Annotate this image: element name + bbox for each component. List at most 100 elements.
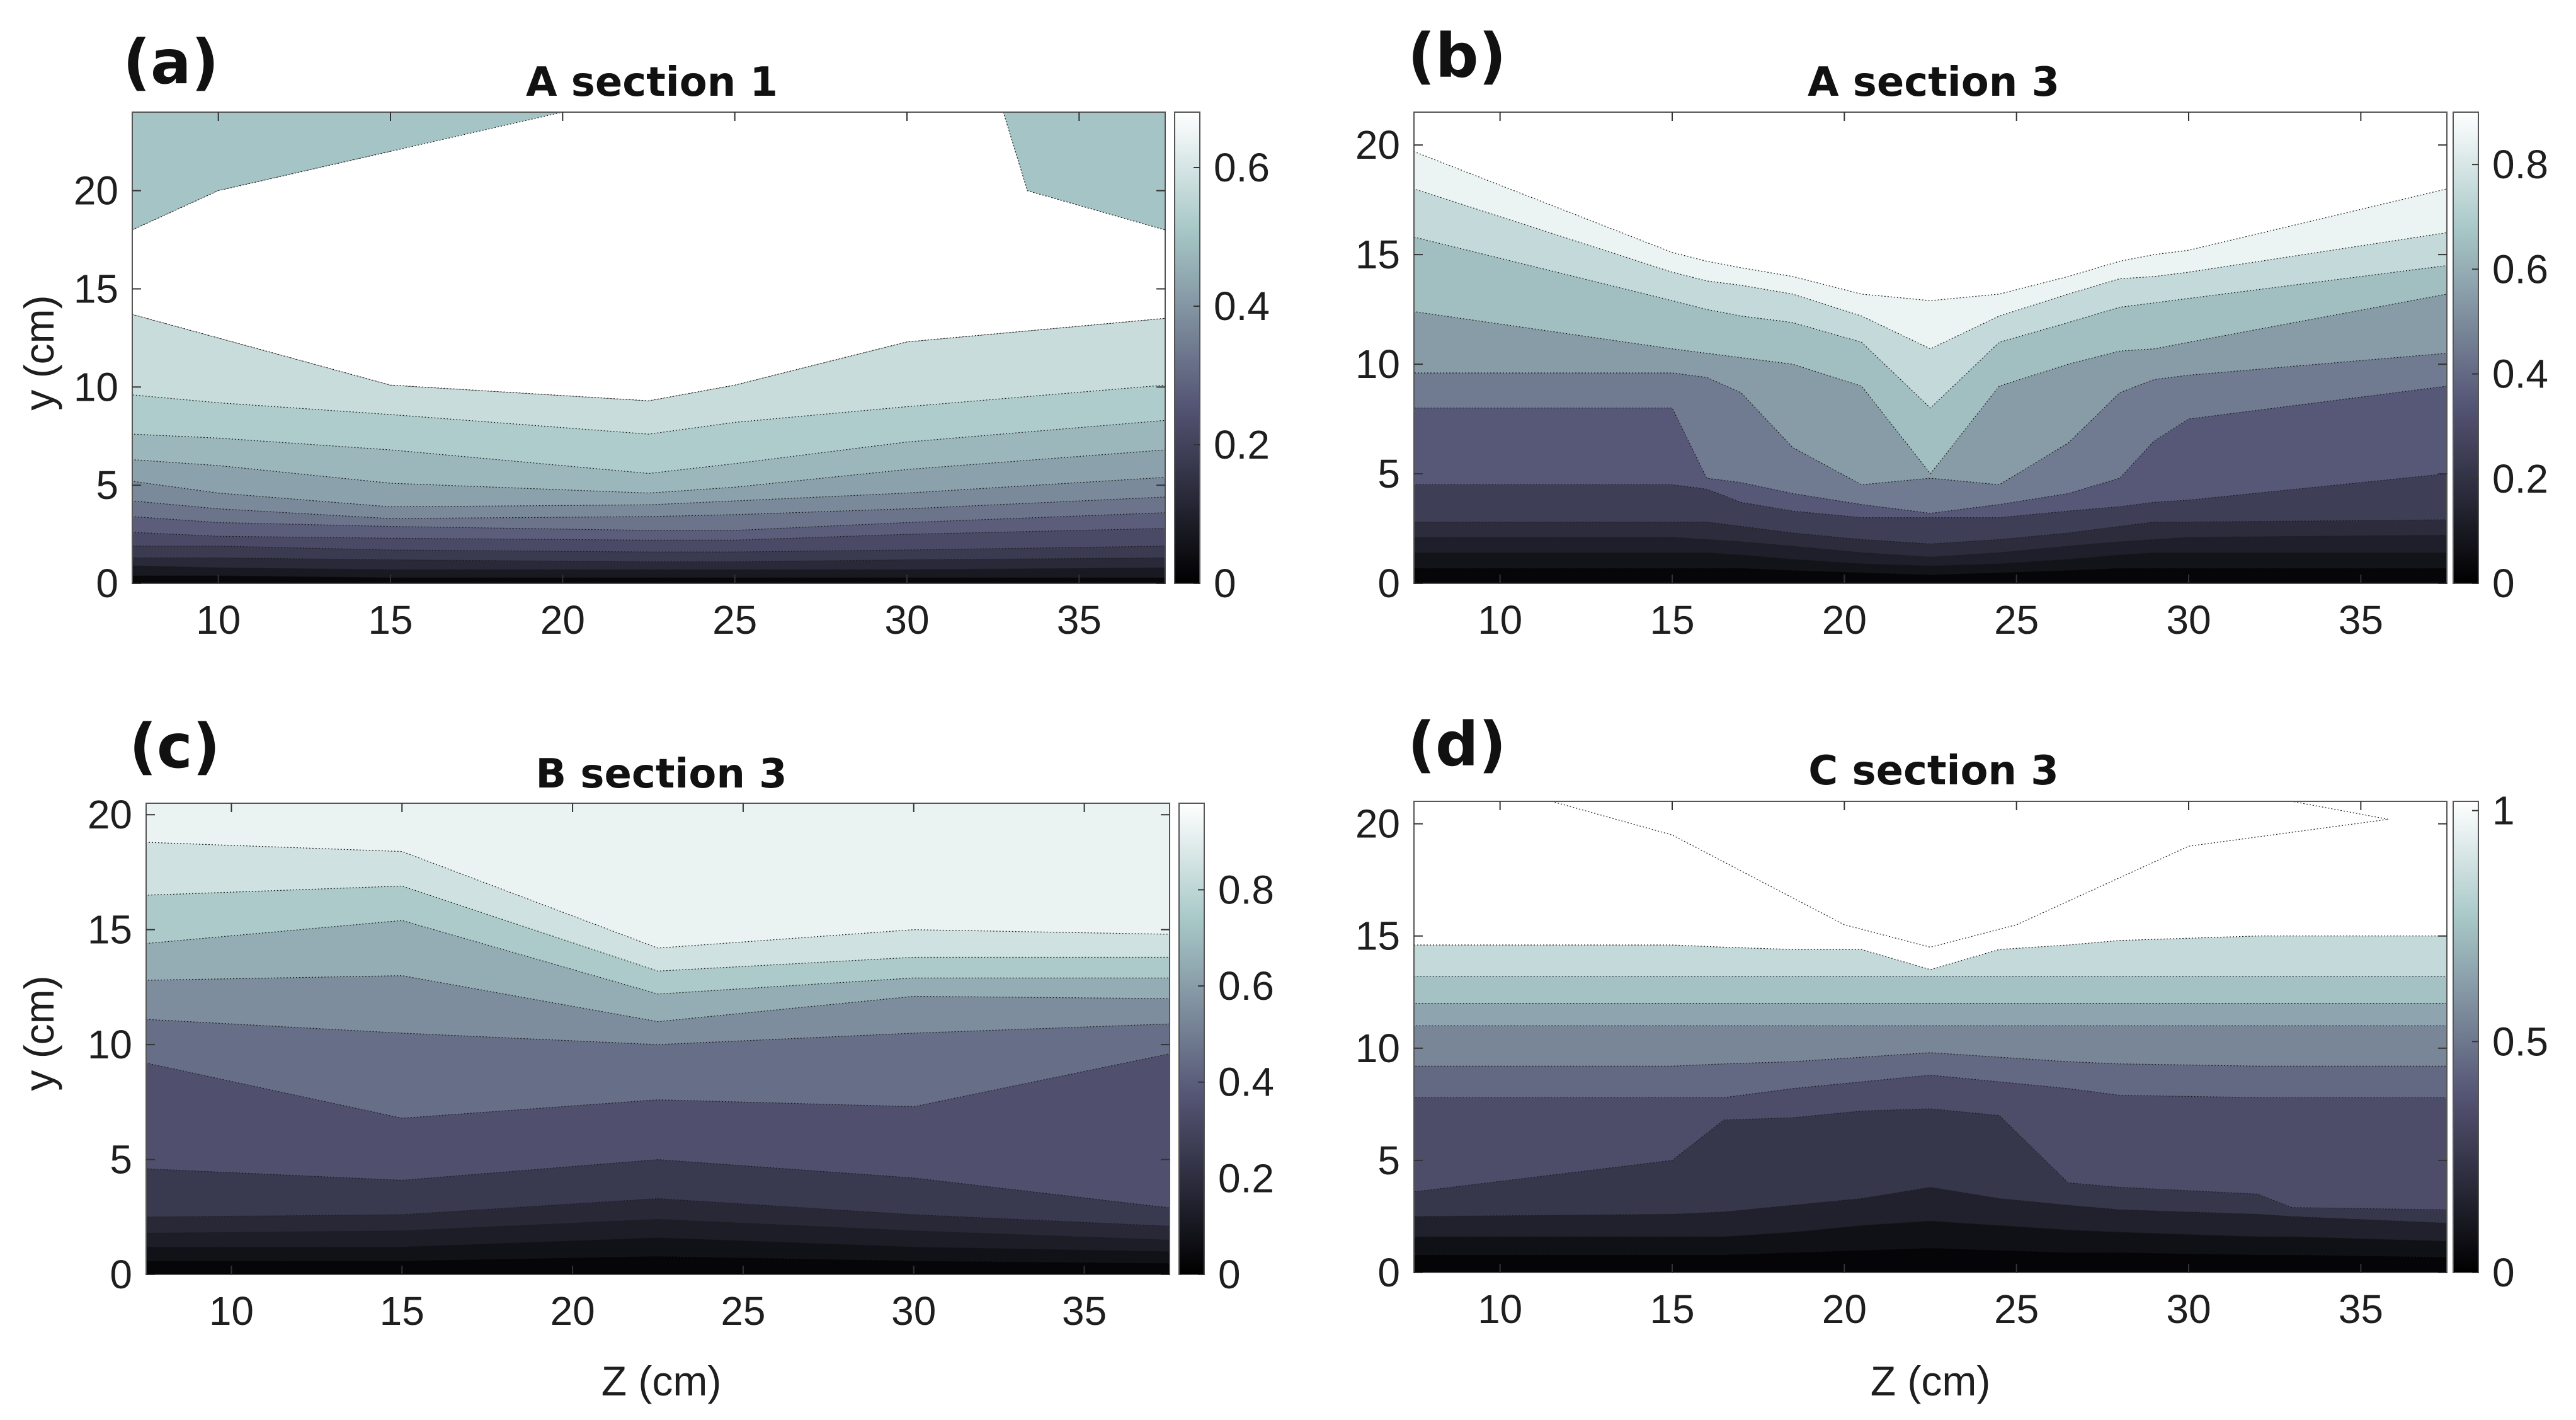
y-tick-label: 0 (1377, 561, 1400, 606)
x-tick-label: 20 (1822, 1286, 1867, 1332)
colorbar-tick-label: 0.6 (1218, 963, 1274, 1009)
y-tick-label: 15 (74, 266, 118, 312)
colorbar-tick-label: 0.2 (1218, 1155, 1274, 1201)
contour-band-top-right (1003, 112, 1165, 231)
panel-c-title: B section 3 (535, 751, 787, 798)
panel-a-colorbar: 0 0.2 0.4 0.6 (1174, 112, 1270, 606)
colorbar-tick-label: 0.6 (1214, 145, 1270, 190)
x-tick-label: 35 (1057, 597, 1102, 643)
colorbar-tick-label: 0.8 (2492, 142, 2548, 187)
panel-d-axes: 10 15 20 25 30 35 0 5 10 15 20 (1355, 801, 2448, 1332)
panel-a-contours (132, 112, 1165, 583)
colorbar-tick-label: 0 (2492, 561, 2515, 606)
y-tick-label: 20 (1355, 122, 1400, 168)
x-tick-label: 20 (550, 1288, 595, 1334)
colorbar-tick-label: 0 (2492, 1250, 2515, 1295)
panel-d-x-axis-label: Z (cm) (1871, 1358, 1991, 1404)
y-tick-label: 10 (74, 364, 118, 409)
panel-b: (b) A section 3 10 15 20 25 30 35 0 5 10 15 20 0 0.… (1355, 21, 2548, 643)
y-tick-label: 15 (1355, 232, 1400, 277)
x-tick-label: 10 (1478, 597, 1522, 643)
y-tick-label: 5 (96, 462, 118, 508)
x-tick-label: 35 (2339, 597, 2383, 643)
panel-c-x-axis-label: Z (cm) (601, 1358, 722, 1404)
colorbar-gradient (1174, 112, 1200, 584)
panel-a: (a) A section 1 10 15 20 25 30 35 0 5 10 15 20 0 0.… (16, 27, 1270, 643)
x-tick-label: 25 (712, 597, 757, 643)
plot-frame (145, 803, 1170, 1275)
panel-a-axes: 10 15 20 25 30 35 0 5 10 15 20 (74, 112, 1166, 643)
panel-a-title: A section 1 (526, 59, 778, 106)
panel-d-title: C section 3 (1808, 748, 2059, 794)
x-tick-label: 30 (891, 1288, 936, 1334)
y-tick-label: 0 (110, 1252, 132, 1297)
panel-c-y-axis-label: y (cm) (16, 975, 62, 1091)
y-tick-label: 10 (88, 1022, 132, 1067)
y-tick-label: 20 (88, 792, 132, 837)
contour-band-top-left (132, 112, 735, 231)
colorbar-tick-label: 0.4 (1218, 1060, 1274, 1105)
panel-d-colorbar: 00.51 (2453, 788, 2548, 1295)
colorbar-tick-label: 0 (1214, 561, 1236, 606)
y-tick-label: 5 (1377, 1138, 1400, 1183)
panel-a-label: (a) (123, 27, 219, 98)
panel-d-contours (1414, 801, 2447, 1273)
y-tick-label: 5 (1377, 451, 1400, 496)
x-tick-label: 10 (196, 597, 241, 643)
x-tick-label: 35 (1062, 1288, 1107, 1334)
colorbar-tick-label: 0.4 (1214, 283, 1270, 329)
x-tick-label: 30 (884, 597, 929, 643)
x-tick-label: 20 (1822, 597, 1867, 643)
colorbar-gradient (2453, 801, 2479, 1273)
panel-c-colorbar: 0 0.2 0.4 0.6 0.8 (1178, 803, 1274, 1297)
contour-band-max (132, 112, 1165, 401)
x-tick-label: 20 (540, 597, 585, 643)
x-tick-label: 10 (1478, 1286, 1522, 1332)
x-tick-label: 25 (721, 1288, 765, 1334)
panel-d-label: (d) (1408, 709, 1506, 780)
colorbar-tick-label: 1 (2492, 788, 2515, 833)
y-tick-label: 10 (1355, 1026, 1400, 1071)
contour-band-max (1551, 801, 2389, 948)
x-tick-label: 15 (1650, 597, 1694, 643)
x-tick-label: 10 (209, 1288, 254, 1334)
y-tick-label: 20 (1355, 801, 1400, 847)
panel-b-axes: 10 15 20 25 30 35 0 5 10 15 20 (1355, 112, 2448, 643)
y-tick-label: 20 (74, 168, 118, 214)
panel-c-contours (146, 803, 1170, 1274)
panel-c-axes: 10 15 20 25 30 35 0 5 10 15 20 (88, 792, 1170, 1334)
colorbar-tick-label: 0.8 (1218, 867, 1274, 912)
x-tick-label: 15 (1650, 1286, 1694, 1332)
colorbar-tick-label: 0.2 (1214, 422, 1270, 467)
colorbar-tick-label: 0 (1218, 1252, 1241, 1297)
y-tick-label: 5 (110, 1137, 132, 1182)
x-tick-label: 25 (1994, 597, 2039, 643)
plot-frame (1413, 801, 2448, 1273)
panel-b-contours (1414, 112, 2447, 583)
colorbar-tick-label: 0.2 (2492, 456, 2548, 501)
colorbar-tick-label: 0.6 (2492, 246, 2548, 292)
colorbar-tick-label: 0.5 (2492, 1019, 2548, 1064)
y-tick-label: 10 (1355, 341, 1400, 387)
colorbar-gradient (1178, 803, 1205, 1275)
y-tick-label: 15 (88, 907, 132, 953)
colorbar-tick-label: 0.4 (2492, 352, 2548, 397)
x-tick-label: 35 (2339, 1286, 2383, 1332)
panel-b-title: A section 3 (1808, 59, 2060, 106)
panel-b-colorbar: 0 0.2 0.4 0.6 0.8 (2453, 112, 2548, 606)
plot-frame (1413, 112, 2448, 584)
x-tick-label: 25 (1994, 1286, 2039, 1332)
x-tick-label: 30 (2166, 1286, 2211, 1332)
x-tick-label: 30 (2166, 597, 2211, 643)
y-tick-label: 0 (96, 561, 118, 606)
x-tick-label: 15 (380, 1288, 425, 1334)
panel-a-y-axis-label: y (cm) (16, 295, 62, 410)
colorbar-gradient (2453, 112, 2479, 584)
plot-frame (132, 112, 1166, 584)
panel-c-label: (c) (129, 711, 220, 782)
x-tick-label: 15 (368, 597, 413, 643)
y-tick-label: 0 (1377, 1250, 1400, 1295)
panel-c: (c) B section 3 10 15 20 25 30 35 0 5 10 15 20 0 0.… (16, 711, 1274, 1404)
